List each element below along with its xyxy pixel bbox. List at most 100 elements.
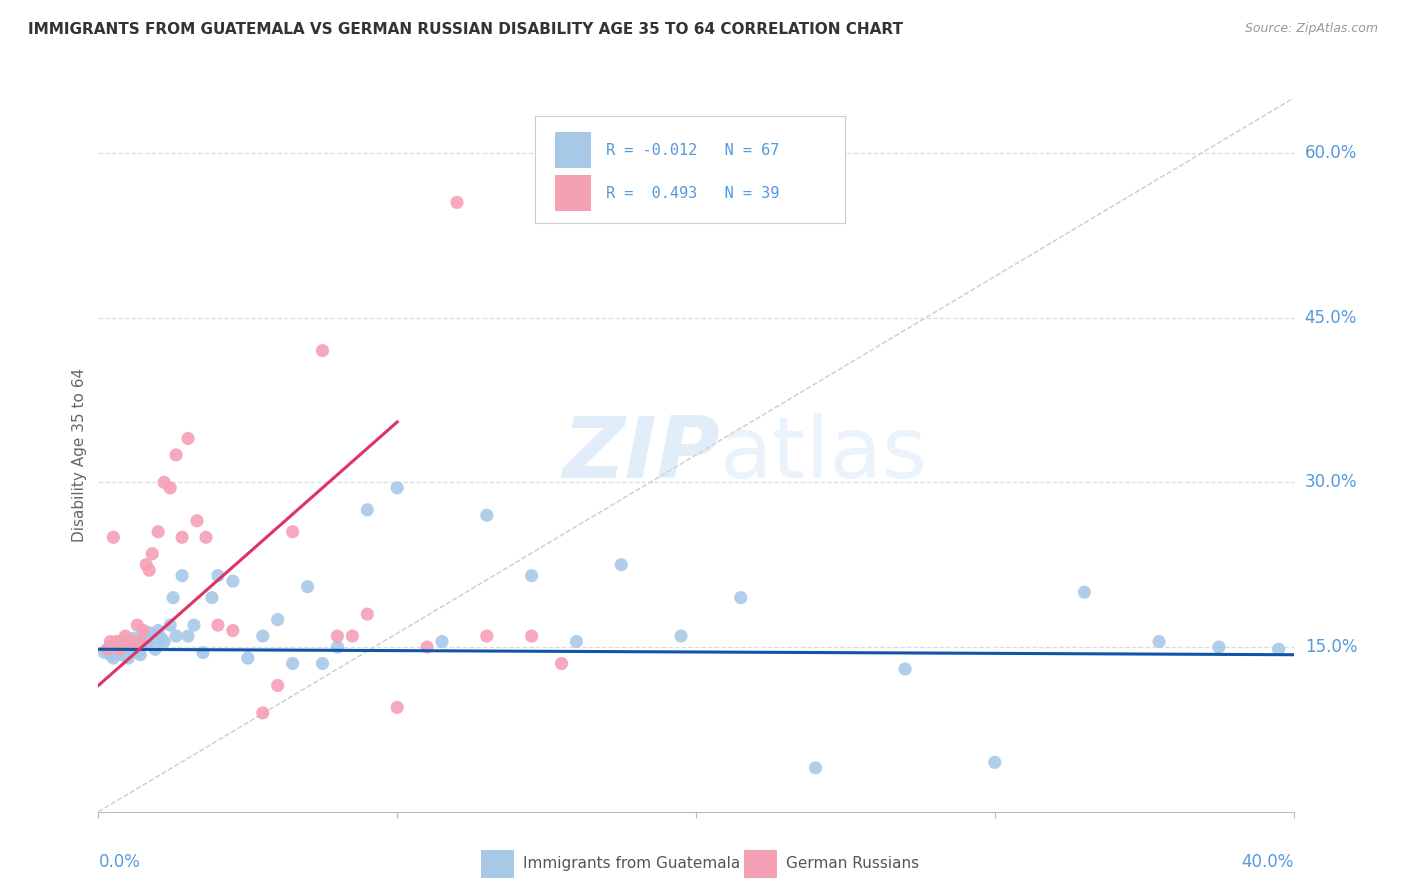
Point	[127, 634, 149, 648]
Point	[127, 618, 149, 632]
Point	[143, 642, 166, 657]
Point	[281, 524, 304, 539]
Point	[311, 657, 333, 671]
Point	[141, 632, 163, 646]
Point	[520, 568, 543, 582]
Point	[111, 640, 134, 654]
Text: Immigrants from Guatemala: Immigrants from Guatemala	[523, 856, 740, 871]
Point	[669, 629, 692, 643]
Point	[111, 634, 134, 648]
Text: R = -0.012   N = 67: R = -0.012 N = 67	[606, 143, 780, 158]
Point	[132, 624, 155, 638]
Point	[148, 624, 170, 638]
Y-axis label: Disability Age 35 to 64: Disability Age 35 to 64	[72, 368, 87, 542]
Point	[114, 638, 136, 652]
Point	[103, 638, 125, 652]
Point	[105, 634, 128, 648]
Point	[162, 591, 184, 605]
Point	[1267, 642, 1289, 657]
Point	[177, 432, 200, 446]
Text: atlas: atlas	[720, 413, 928, 497]
Point	[103, 530, 125, 544]
Point	[201, 591, 224, 605]
Point	[520, 629, 543, 643]
Point	[153, 634, 176, 648]
FancyBboxPatch shape	[534, 116, 845, 223]
Point	[356, 503, 378, 517]
Point	[98, 640, 122, 654]
Point	[165, 448, 187, 462]
Point	[124, 638, 146, 652]
Point	[148, 524, 170, 539]
Point	[103, 651, 125, 665]
Point	[252, 629, 274, 643]
Point	[96, 642, 118, 657]
Point	[222, 624, 245, 638]
Point	[236, 651, 259, 665]
Point	[475, 629, 498, 643]
Point	[191, 646, 214, 660]
Point	[135, 634, 157, 648]
Point	[222, 574, 245, 589]
Text: 45.0%: 45.0%	[1305, 309, 1357, 326]
Point	[135, 558, 157, 572]
Point	[1147, 634, 1170, 648]
Point	[1208, 640, 1230, 654]
Point	[342, 629, 364, 643]
Point	[124, 642, 146, 657]
Point	[730, 591, 752, 605]
Point	[129, 640, 152, 654]
Point	[165, 629, 187, 643]
Bar	[481, 849, 515, 878]
Bar	[744, 849, 778, 878]
Point	[894, 662, 917, 676]
Point	[120, 640, 142, 654]
Point	[129, 648, 152, 662]
Text: 0.0%: 0.0%	[98, 854, 141, 871]
Text: 40.0%: 40.0%	[1241, 854, 1294, 871]
Point	[177, 629, 200, 643]
Point	[120, 637, 142, 651]
Point	[129, 634, 152, 648]
Point	[141, 547, 163, 561]
Point	[326, 629, 349, 643]
Point	[385, 481, 409, 495]
Point	[150, 632, 173, 646]
Point	[117, 634, 139, 648]
Point	[610, 558, 633, 572]
Point	[804, 761, 827, 775]
Point	[105, 637, 128, 651]
Point	[108, 634, 131, 648]
Point	[186, 514, 208, 528]
Point	[105, 642, 128, 657]
Text: R =  0.493   N = 39: R = 0.493 N = 39	[606, 186, 780, 201]
Point	[194, 530, 218, 544]
Point	[117, 646, 139, 660]
Point	[311, 343, 333, 358]
Point	[127, 646, 149, 660]
Point	[114, 629, 136, 643]
Point	[356, 607, 378, 621]
Bar	[555, 132, 591, 168]
Point	[207, 618, 229, 632]
Point	[114, 642, 136, 657]
Point	[98, 648, 122, 662]
Point	[124, 632, 146, 646]
Point	[550, 657, 572, 671]
Text: Source: ZipAtlas.com: Source: ZipAtlas.com	[1244, 22, 1378, 36]
Point	[267, 678, 290, 692]
Point	[153, 475, 176, 490]
Point	[108, 646, 131, 660]
Bar	[555, 175, 591, 211]
Point	[159, 481, 181, 495]
Point	[96, 642, 118, 657]
Point	[172, 568, 194, 582]
Point	[138, 563, 160, 577]
Point	[565, 634, 588, 648]
Text: 15.0%: 15.0%	[1305, 638, 1357, 656]
Point	[326, 640, 349, 654]
Point	[297, 580, 319, 594]
Text: German Russians: German Russians	[786, 856, 918, 871]
Point	[111, 648, 134, 662]
Text: IMMIGRANTS FROM GUATEMALA VS GERMAN RUSSIAN DISABILITY AGE 35 TO 64 CORRELATION : IMMIGRANTS FROM GUATEMALA VS GERMAN RUSS…	[28, 22, 903, 37]
